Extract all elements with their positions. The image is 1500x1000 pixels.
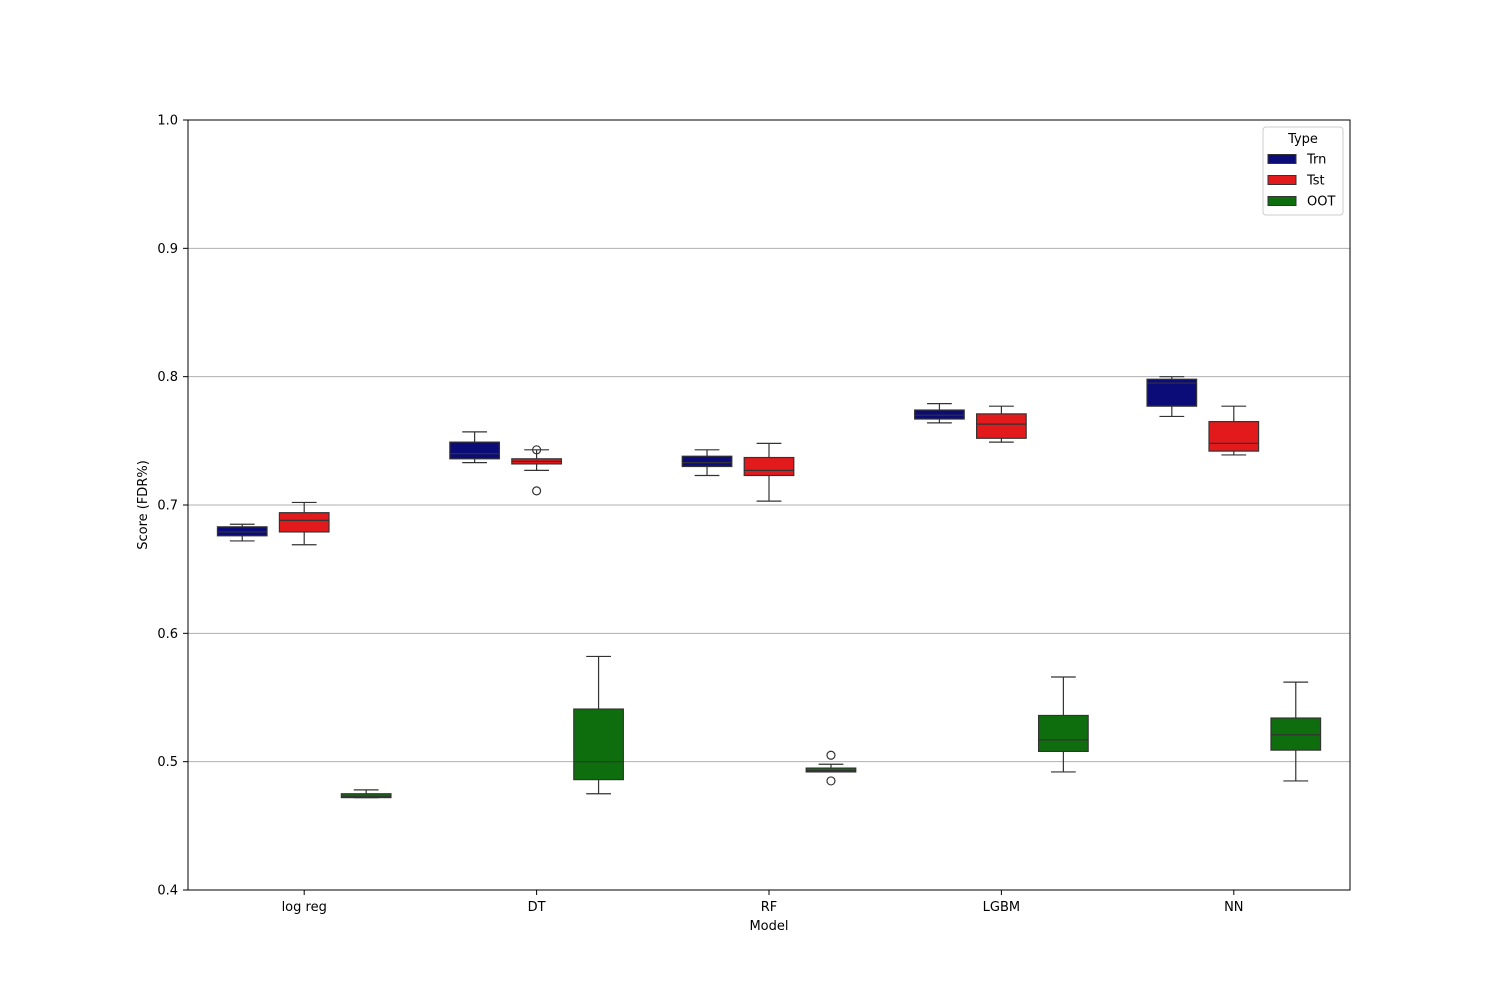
legend-title: Type (1287, 132, 1318, 147)
box-iqr (743, 456, 795, 477)
legend-item-tst: Tst (1267, 174, 1325, 189)
legend-label: OOT (1307, 195, 1335, 210)
x-tick-label: DT (528, 900, 546, 915)
box-iqr (681, 455, 733, 468)
y-axis-label: Score (FDR%) (136, 460, 151, 550)
box-trn-dt (449, 431, 501, 464)
box-iqr (216, 526, 268, 537)
box-trn-rf (681, 449, 733, 477)
outlier-point (531, 445, 542, 455)
legend-swatch (1267, 196, 1297, 206)
box-trn-lgbm (914, 403, 965, 424)
y-tick-label: 0.5 (157, 755, 178, 770)
box-trn-log-reg (216, 523, 268, 542)
x-axis-label: Model (749, 919, 788, 934)
box-iqr (340, 793, 392, 799)
box-trn-nn (1146, 376, 1198, 418)
box-tst-lgbm (976, 405, 1027, 443)
box-oot-log-reg (340, 789, 392, 799)
outlier-point (826, 750, 836, 760)
x-tick-label: LGBM (983, 900, 1020, 915)
legend-label: Trn (1306, 153, 1326, 168)
x-tick-label: NN (1224, 900, 1243, 915)
box-tst-dt (511, 445, 562, 496)
gridlines (188, 119, 1350, 891)
x-tick-label: RF (761, 900, 778, 915)
y-tick-label: 0.9 (157, 242, 178, 257)
box-oot-rf (805, 750, 857, 786)
box-iqr (1146, 378, 1198, 407)
x-tick-label: log reg (282, 900, 327, 915)
box-tst-rf (743, 442, 795, 502)
x-axis-ticks: log reg DT RF LGBM NN (282, 890, 1244, 915)
outlier-point (531, 486, 542, 496)
boxes (216, 376, 1322, 799)
y-tick-label: 0.7 (157, 499, 178, 514)
y-tick-label: 1.0 (157, 114, 178, 129)
box-iqr (914, 409, 965, 420)
box-iqr (976, 413, 1027, 439)
legend-item-oot: OOT (1267, 195, 1335, 210)
box-iqr (1270, 717, 1322, 751)
box-iqr (278, 512, 330, 533)
y-tick-label: 0.8 (157, 370, 178, 385)
legend-swatch (1267, 175, 1297, 185)
box-iqr (573, 708, 624, 781)
legend-items: Trn Tst OOT (1267, 153, 1335, 210)
y-axis-ticks: 0.4 0.5 0.6 0.7 0.8 0.9 1.0 (157, 114, 188, 899)
legend-label: Tst (1306, 174, 1325, 189)
box-oot-dt (573, 655, 624, 795)
box-tst-nn (1208, 405, 1260, 456)
outlier-point (826, 776, 836, 786)
box-oot-lgbm (1037, 676, 1089, 773)
box-iqr (805, 767, 857, 773)
box-oot-nn (1270, 681, 1322, 782)
box-iqr (1037, 714, 1089, 753)
box-iqr (449, 441, 501, 460)
legend-swatch (1267, 154, 1297, 164)
legend: Type Trn Tst OOT (1262, 126, 1344, 216)
legend-frame (1262, 126, 1344, 216)
y-tick-label: 0.6 (157, 627, 178, 642)
box-iqr (1208, 420, 1260, 452)
box-tst-log-reg (278, 501, 330, 546)
legend-item-trn: Trn (1267, 153, 1326, 168)
y-tick-label: 0.4 (157, 884, 178, 899)
